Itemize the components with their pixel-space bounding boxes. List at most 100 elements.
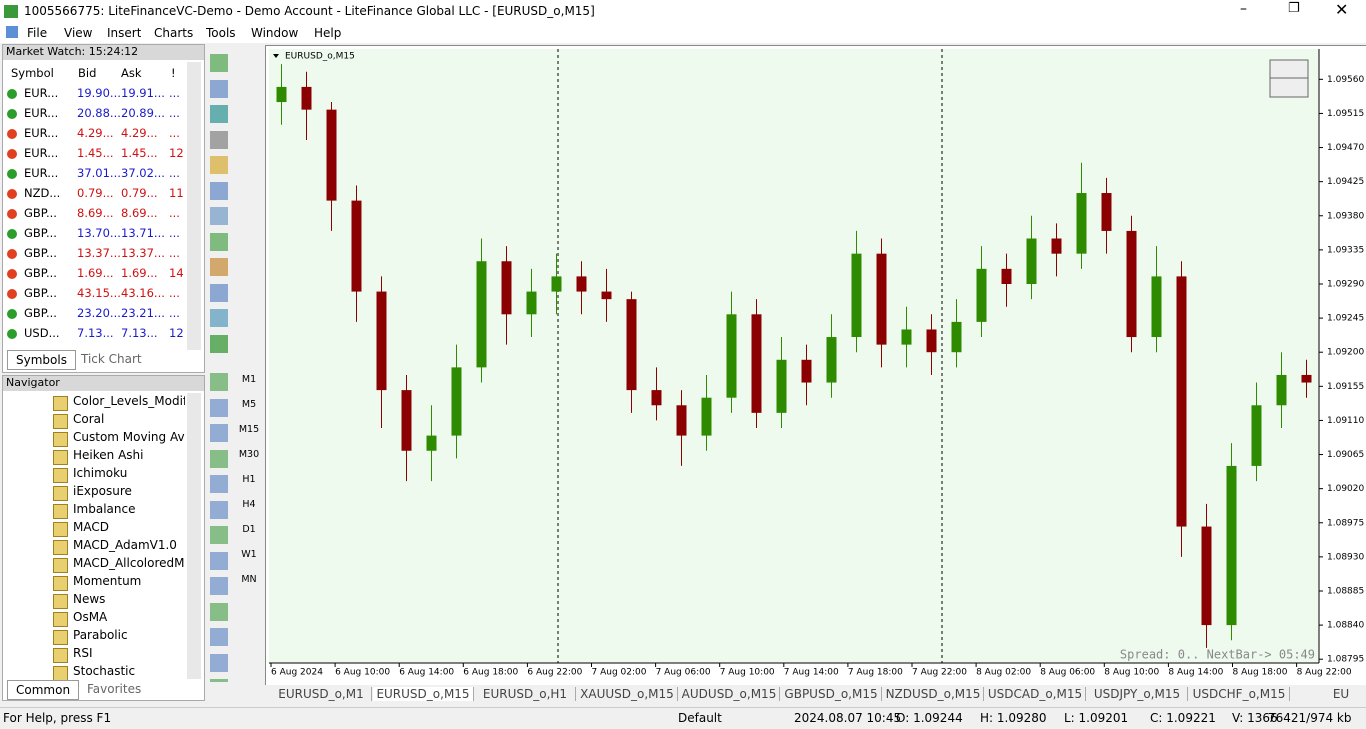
symbol[interactable]: EUR... <box>24 146 59 160</box>
indicator[interactable]: MACD <box>73 520 109 534</box>
tool-button[interactable] <box>210 551 228 570</box>
tool-button[interactable] <box>210 526 228 544</box>
tool-button[interactable] <box>210 156 228 174</box>
timeframe[interactable]: H1 <box>242 474 256 485</box>
symbol[interactable]: EUR... <box>24 126 59 140</box>
tab[interactable]: Common <box>7 680 80 700</box>
timeframe[interactable]: MN <box>241 574 257 585</box>
indicator-icon <box>53 414 68 429</box>
symbol[interactable]: GBP... <box>24 286 57 300</box>
bid: 43.15... <box>77 286 121 300</box>
tab[interactable]: Tick Chart <box>81 352 142 366</box>
menu-item[interactable]: File <box>27 26 48 40</box>
indicator[interactable]: Stochastic <box>73 664 136 678</box>
tool-button[interactable] <box>210 628 228 646</box>
chart-tab[interactable]: XAUUSD_o,M15 <box>577 687 678 701</box>
status-high: H: 1.09280 <box>980 711 1047 725</box>
minimize[interactable]: – <box>1240 1 1247 17</box>
tool-button[interactable] <box>210 258 228 276</box>
tool-button[interactable] <box>210 181 228 200</box>
tool-button[interactable] <box>210 653 228 672</box>
tool-button[interactable] <box>210 679 228 682</box>
maximize[interactable]: ❐ <box>1288 1 1300 16</box>
menu-item[interactable]: Charts <box>154 26 194 40</box>
bid: 13.37... <box>77 246 121 260</box>
chart-tab[interactable]: USDCAD_o,M15 <box>985 687 1086 701</box>
menu-item[interactable]: Window <box>251 26 299 40</box>
tool-button[interactable] <box>210 105 228 123</box>
tool-button[interactable] <box>210 309 228 327</box>
tool-button[interactable] <box>210 283 228 302</box>
window-title: 1005566775: LiteFinanceVC-Demo - Demo Ac… <box>24 4 595 18</box>
tool-button[interactable] <box>210 79 228 98</box>
symbol[interactable]: EUR... <box>24 86 59 100</box>
tool-button[interactable] <box>210 449 228 468</box>
menu-item[interactable]: Insert <box>107 26 142 40</box>
chart-tab[interactable]: AUDUSD_o,M15 <box>679 687 780 701</box>
timeframe[interactable]: W1 <box>241 549 257 560</box>
tab[interactable]: Symbols <box>7 350 76 370</box>
tool-button[interactable] <box>210 475 228 493</box>
timeframe[interactable]: D1 <box>242 524 256 535</box>
indicator[interactable]: Momentum <box>73 574 142 588</box>
panel-title: Market Watch: 15:24:12 <box>3 45 204 60</box>
indicator[interactable]: iExposure <box>73 484 132 498</box>
symbol[interactable]: GBP... <box>24 306 57 320</box>
timeframe[interactable]: M1 <box>241 374 257 385</box>
tool-button[interactable] <box>210 602 228 621</box>
indicator[interactable]: Color_Levels_Modifie <box>73 394 185 408</box>
tool-button[interactable] <box>210 207 228 225</box>
indicator[interactable]: News <box>73 592 106 606</box>
candle-body <box>751 314 762 413</box>
menu-item[interactable]: Help <box>314 26 342 40</box>
menu-bar: File View Insert Charts Tools Window Help <box>0 23 1366 43</box>
chart-tab[interactable]: GBPUSD_o,M15 <box>781 687 882 701</box>
menu-item[interactable]: View <box>64 26 93 40</box>
timeframe[interactable]: H4 <box>242 499 256 510</box>
symbol[interactable]: USD... <box>24 326 60 340</box>
close[interactable]: ✕ <box>1335 0 1349 19</box>
indicator[interactable]: Coral <box>73 412 105 426</box>
timeframe[interactable]: M30 <box>238 449 260 460</box>
timeframe[interactable]: M15 <box>238 424 260 435</box>
symbol[interactable]: EUR... <box>24 166 59 180</box>
row-arrow <box>7 289 17 299</box>
chart-tab[interactable]: EURUSD_o,M15 <box>373 687 474 701</box>
indicator[interactable]: Heiken Ashi <box>73 448 144 462</box>
symbol[interactable]: NZD... <box>24 186 61 200</box>
symbol[interactable]: EUR... <box>24 106 59 120</box>
chart-tab[interactable]: USDCHF_o,M15 <box>1189 687 1290 701</box>
indicator[interactable]: Parabolic <box>73 628 128 642</box>
indicator[interactable]: Ichimoku <box>73 466 128 480</box>
chart-tab[interactable]: NZDUSD_o,M15 <box>883 687 984 701</box>
status-traffic: 76421/974 kb <box>1268 711 1352 725</box>
symbol[interactable]: GBP... <box>24 246 57 260</box>
indicator[interactable]: Custom Moving Ave <box>73 430 185 444</box>
indicator[interactable]: OsMA <box>73 610 108 624</box>
chart-tab[interactable]: EURUSD_o,M1 <box>271 687 372 701</box>
bid: 20.88... <box>77 106 121 120</box>
chart-tab[interactable]: USDJPY_o,M15 <box>1087 687 1188 701</box>
symbol[interactable]: GBP... <box>24 206 57 220</box>
tool-button[interactable] <box>210 334 228 353</box>
timeframe[interactable]: M5 <box>241 399 257 410</box>
tool-button[interactable] <box>210 577 228 595</box>
tool-button[interactable] <box>210 54 228 72</box>
chart-tab[interactable]: EURUSD_o,H1 <box>475 687 576 701</box>
symbol[interactable]: GBP... <box>24 226 57 240</box>
symbol[interactable]: GBP... <box>24 266 57 280</box>
tool-button[interactable] <box>210 424 228 442</box>
tool-button[interactable] <box>210 398 228 417</box>
menu-item[interactable]: Tools <box>206 26 236 40</box>
bid: 19.90... <box>77 86 121 100</box>
tool-button[interactable] <box>210 373 228 391</box>
chart-tab[interactable]: EU <box>1291 687 1366 701</box>
indicator[interactable]: MACD_AllcoloredMM <box>73 556 185 570</box>
tool-button[interactable] <box>210 500 228 519</box>
indicator[interactable]: MACD_AdamV1.0 <box>73 538 177 552</box>
indicator[interactable]: Imbalance <box>73 502 136 516</box>
tool-button[interactable] <box>210 130 228 149</box>
indicator[interactable]: RSI <box>73 646 93 660</box>
tool-button[interactable] <box>210 232 228 251</box>
tab[interactable]: Favorites <box>87 682 142 696</box>
